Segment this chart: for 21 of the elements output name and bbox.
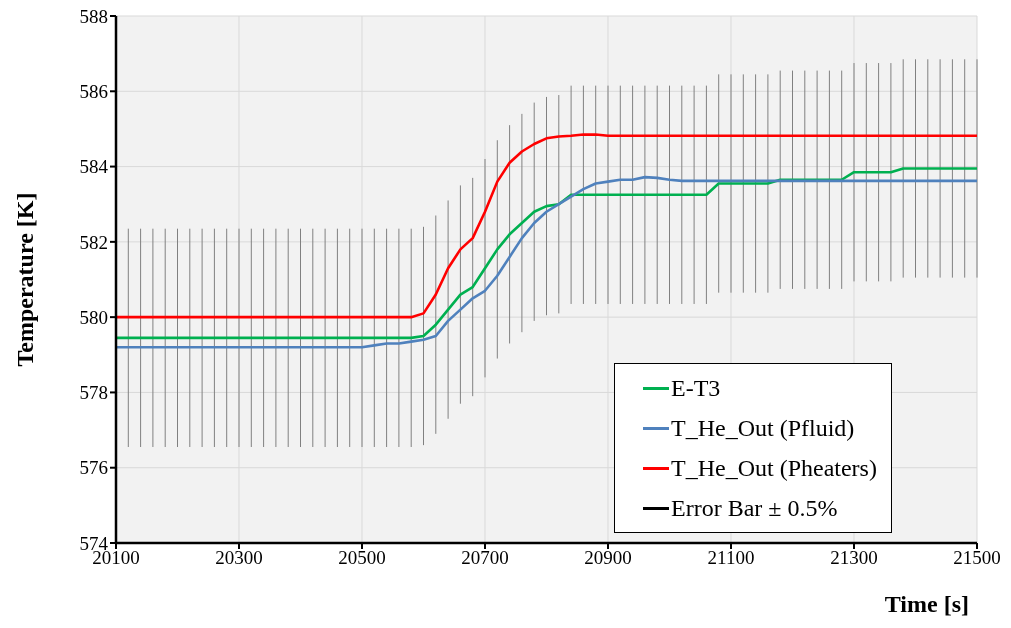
x-tick-label: 20900 — [584, 547, 632, 569]
y-tick-label: 588 — [79, 5, 108, 27]
x-tick-label: 21500 — [953, 547, 1001, 569]
y-tick-label: 576 — [79, 457, 108, 479]
y-tick-label: 586 — [79, 81, 108, 103]
legend-label: T_He_Out (Pheaters) — [671, 454, 877, 483]
x-tick-label: 20700 — [461, 547, 509, 569]
x-axis-title: Time [s] — [884, 591, 969, 617]
y-tick-label: 580 — [79, 306, 108, 328]
x-tick-label: 21300 — [830, 547, 878, 569]
x-tick-label: 20500 — [338, 547, 386, 569]
legend-label: E-T3 — [671, 374, 721, 403]
y-tick-label: 578 — [79, 382, 108, 404]
y-tick-label: 582 — [79, 231, 108, 253]
x-tick-label: 20300 — [215, 547, 263, 569]
x-tick-label: 21100 — [707, 547, 755, 569]
annotation: Error Bar ± 0.5% — [671, 494, 838, 523]
y-axis-title: Temperature [K] — [11, 192, 38, 367]
legend-label: T_He_Out (Pfluid) — [671, 414, 855, 443]
line-series — [116, 133, 977, 319]
y-tick-label: 584 — [79, 156, 109, 178]
